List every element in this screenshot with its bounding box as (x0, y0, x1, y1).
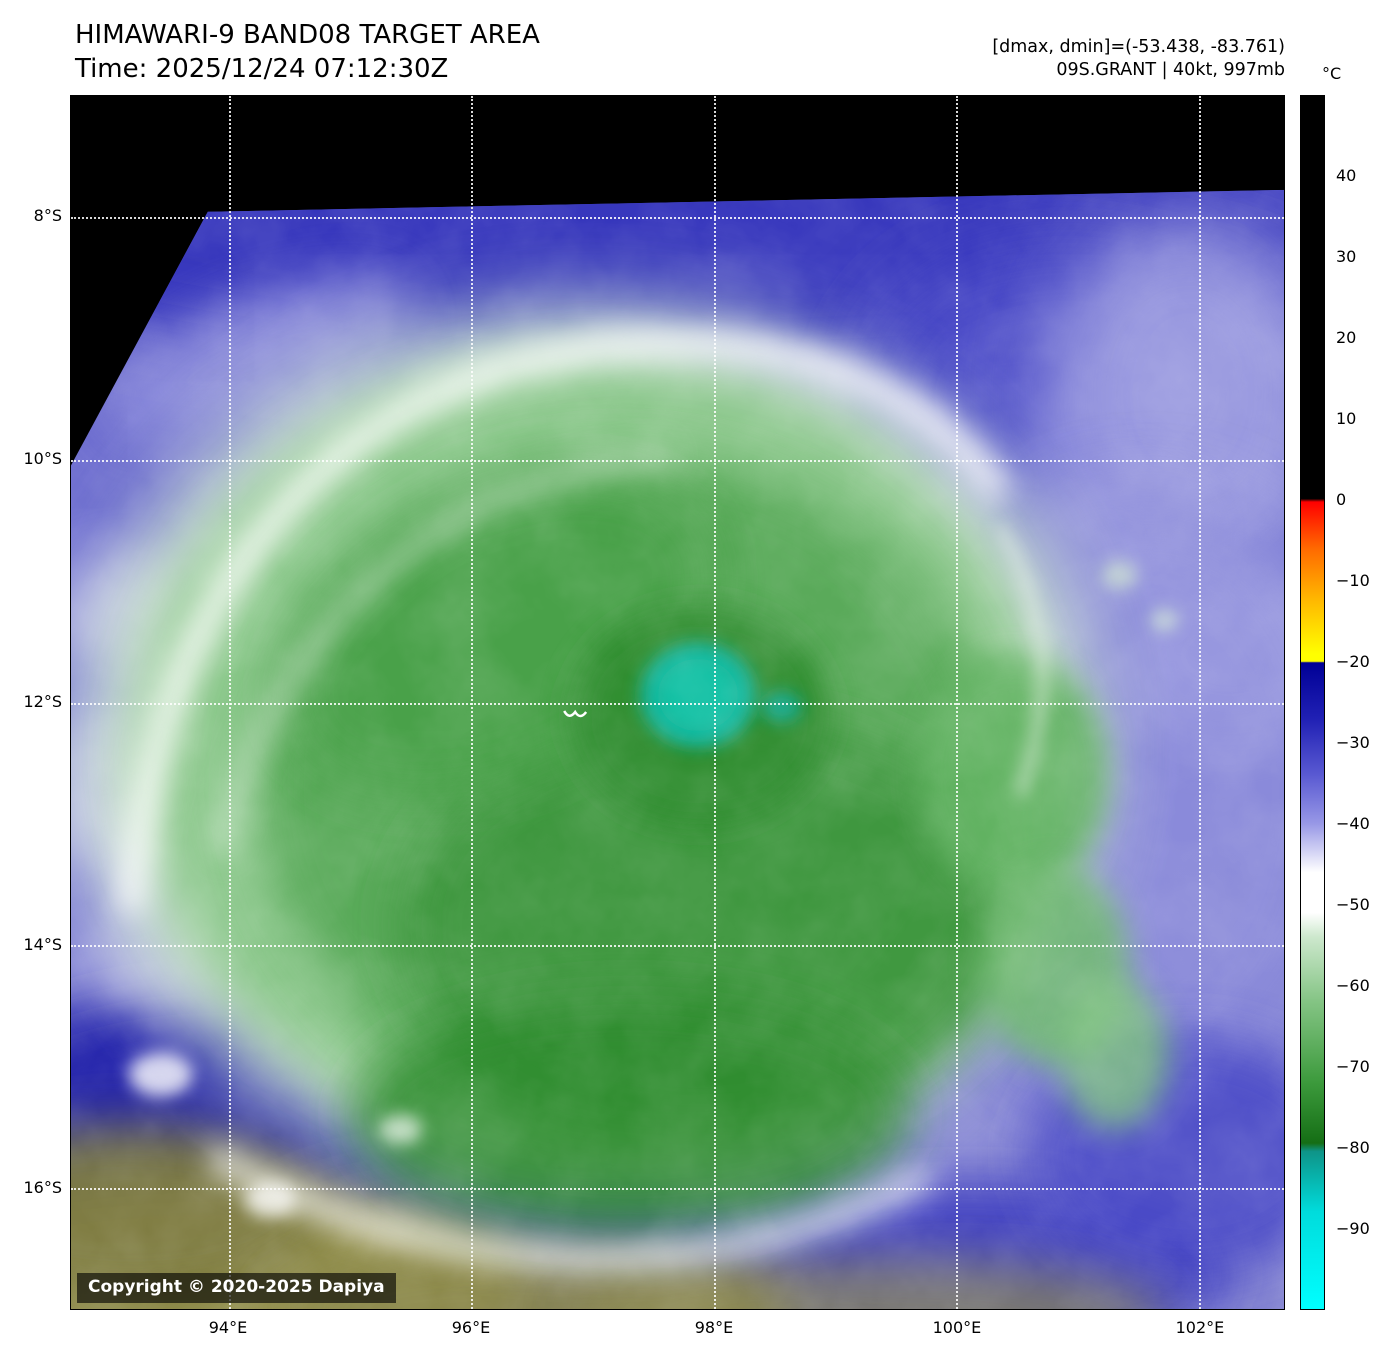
dmax-dmin-label: [dmax, dmin]=(-53.438, -83.761) (992, 37, 1285, 57)
colorbar-tick-label: 10 (1336, 409, 1357, 428)
figure-title: HIMAWARI-9 BAND08 TARGET AREA (75, 20, 540, 50)
figure-timestamp: Time: 2025/12/24 07:12:30Z (75, 54, 449, 84)
colorbar-tick-label: −80 (1336, 1138, 1370, 1157)
colorbar-tick-label: −90 (1336, 1219, 1370, 1238)
copyright-badge: Copyright © 2020-2025 Dapiya (77, 1273, 396, 1303)
colorbar-tick-label: −50 (1336, 895, 1370, 914)
colorbar-tick-label: 30 (1336, 247, 1357, 266)
colorbar-tick-label: −60 (1336, 976, 1370, 995)
annotation-block: [dmax, dmin]=(-53.438, -83.761) 09S.GRAN… (992, 36, 1285, 82)
satellite-map: Copyright © 2020-2025 Dapiya (70, 95, 1285, 1310)
lat-tick-label: 8°S (33, 205, 62, 225)
satellite-image (71, 96, 1284, 1309)
lon-tick-label: 96°E (451, 1318, 491, 1337)
lat-tick-label: 16°S (23, 1177, 62, 1197)
lon-tick-label: 98°E (694, 1318, 734, 1337)
colorbar-tick-label: −40 (1336, 814, 1370, 833)
colorbar-unit-label: °C (1322, 64, 1342, 83)
colorbar (1300, 95, 1325, 1310)
colorbar-tick-label: −30 (1336, 733, 1370, 752)
colorbar-tick-label: 20 (1336, 328, 1357, 347)
lon-tick-label: 100°E (932, 1318, 982, 1337)
lat-tick-label: 10°S (23, 448, 62, 468)
colorbar-tick-label: −20 (1336, 652, 1370, 671)
colorbar-tick-label: 40 (1336, 166, 1357, 185)
colorbar-tick-label: −70 (1336, 1057, 1370, 1076)
lat-tick-label: 14°S (23, 934, 62, 954)
storm-info-label: 09S.GRANT | 40kt, 997mb (1056, 60, 1285, 80)
colorbar-tick-label: −10 (1336, 571, 1370, 590)
colorbar-tick-label: 0 (1336, 490, 1347, 509)
lon-tick-label: 102°E (1175, 1318, 1225, 1337)
lon-tick-label: 94°E (208, 1318, 248, 1337)
lat-tick-label: 12°S (23, 691, 62, 711)
